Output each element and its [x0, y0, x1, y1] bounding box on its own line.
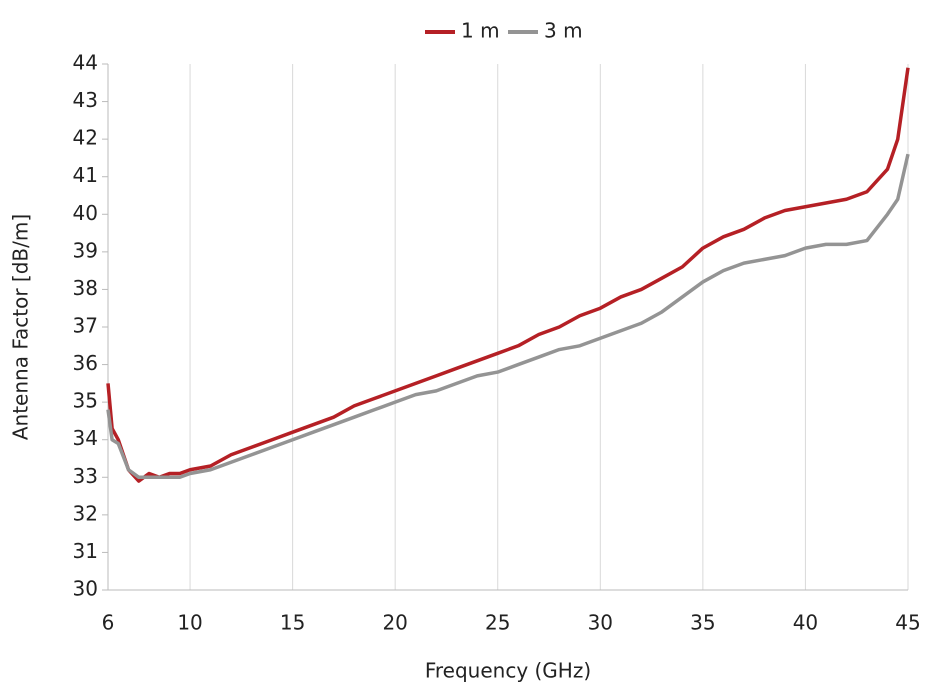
y-tick-label: 38: [73, 276, 98, 300]
x-tick-label: 45: [895, 611, 920, 635]
y-tick-label: 34: [73, 426, 98, 450]
x-tick-label: 20: [382, 611, 407, 635]
y-tick-label: 37: [73, 314, 98, 338]
y-tick-label: 32: [73, 501, 98, 525]
legend-label: 3 m: [544, 19, 583, 43]
x-tick-label: 10: [177, 611, 202, 635]
line-series: [106, 153, 910, 480]
y-tick-label: 43: [73, 88, 98, 112]
x-axis-title: Frequency (GHz): [425, 659, 591, 683]
x-tick-label: 30: [588, 611, 613, 635]
x-tick-label: 40: [793, 611, 818, 635]
x-tick-label: 6: [102, 611, 115, 635]
y-tick-label: 35: [73, 389, 98, 413]
y-tick-label: 39: [73, 238, 98, 262]
y-tick-label: 42: [73, 126, 98, 150]
y-tick-label: 33: [73, 464, 98, 488]
x-tick-label: 25: [485, 611, 510, 635]
y-tick-label: 36: [73, 351, 98, 375]
line-series: [106, 67, 910, 483]
y-tick-label: 41: [73, 163, 98, 187]
y-tick-label: 44: [73, 51, 98, 75]
y-tick-label: 30: [73, 577, 98, 601]
x-tick-label: 35: [690, 611, 715, 635]
y-tick-label: 31: [73, 539, 98, 563]
y-tick-label: 40: [73, 201, 98, 225]
y-axis-title: Antenna Factor [dB/m]: [9, 214, 33, 440]
legend-label: 1 m: [461, 19, 500, 43]
x-tick-label: 15: [280, 611, 305, 635]
